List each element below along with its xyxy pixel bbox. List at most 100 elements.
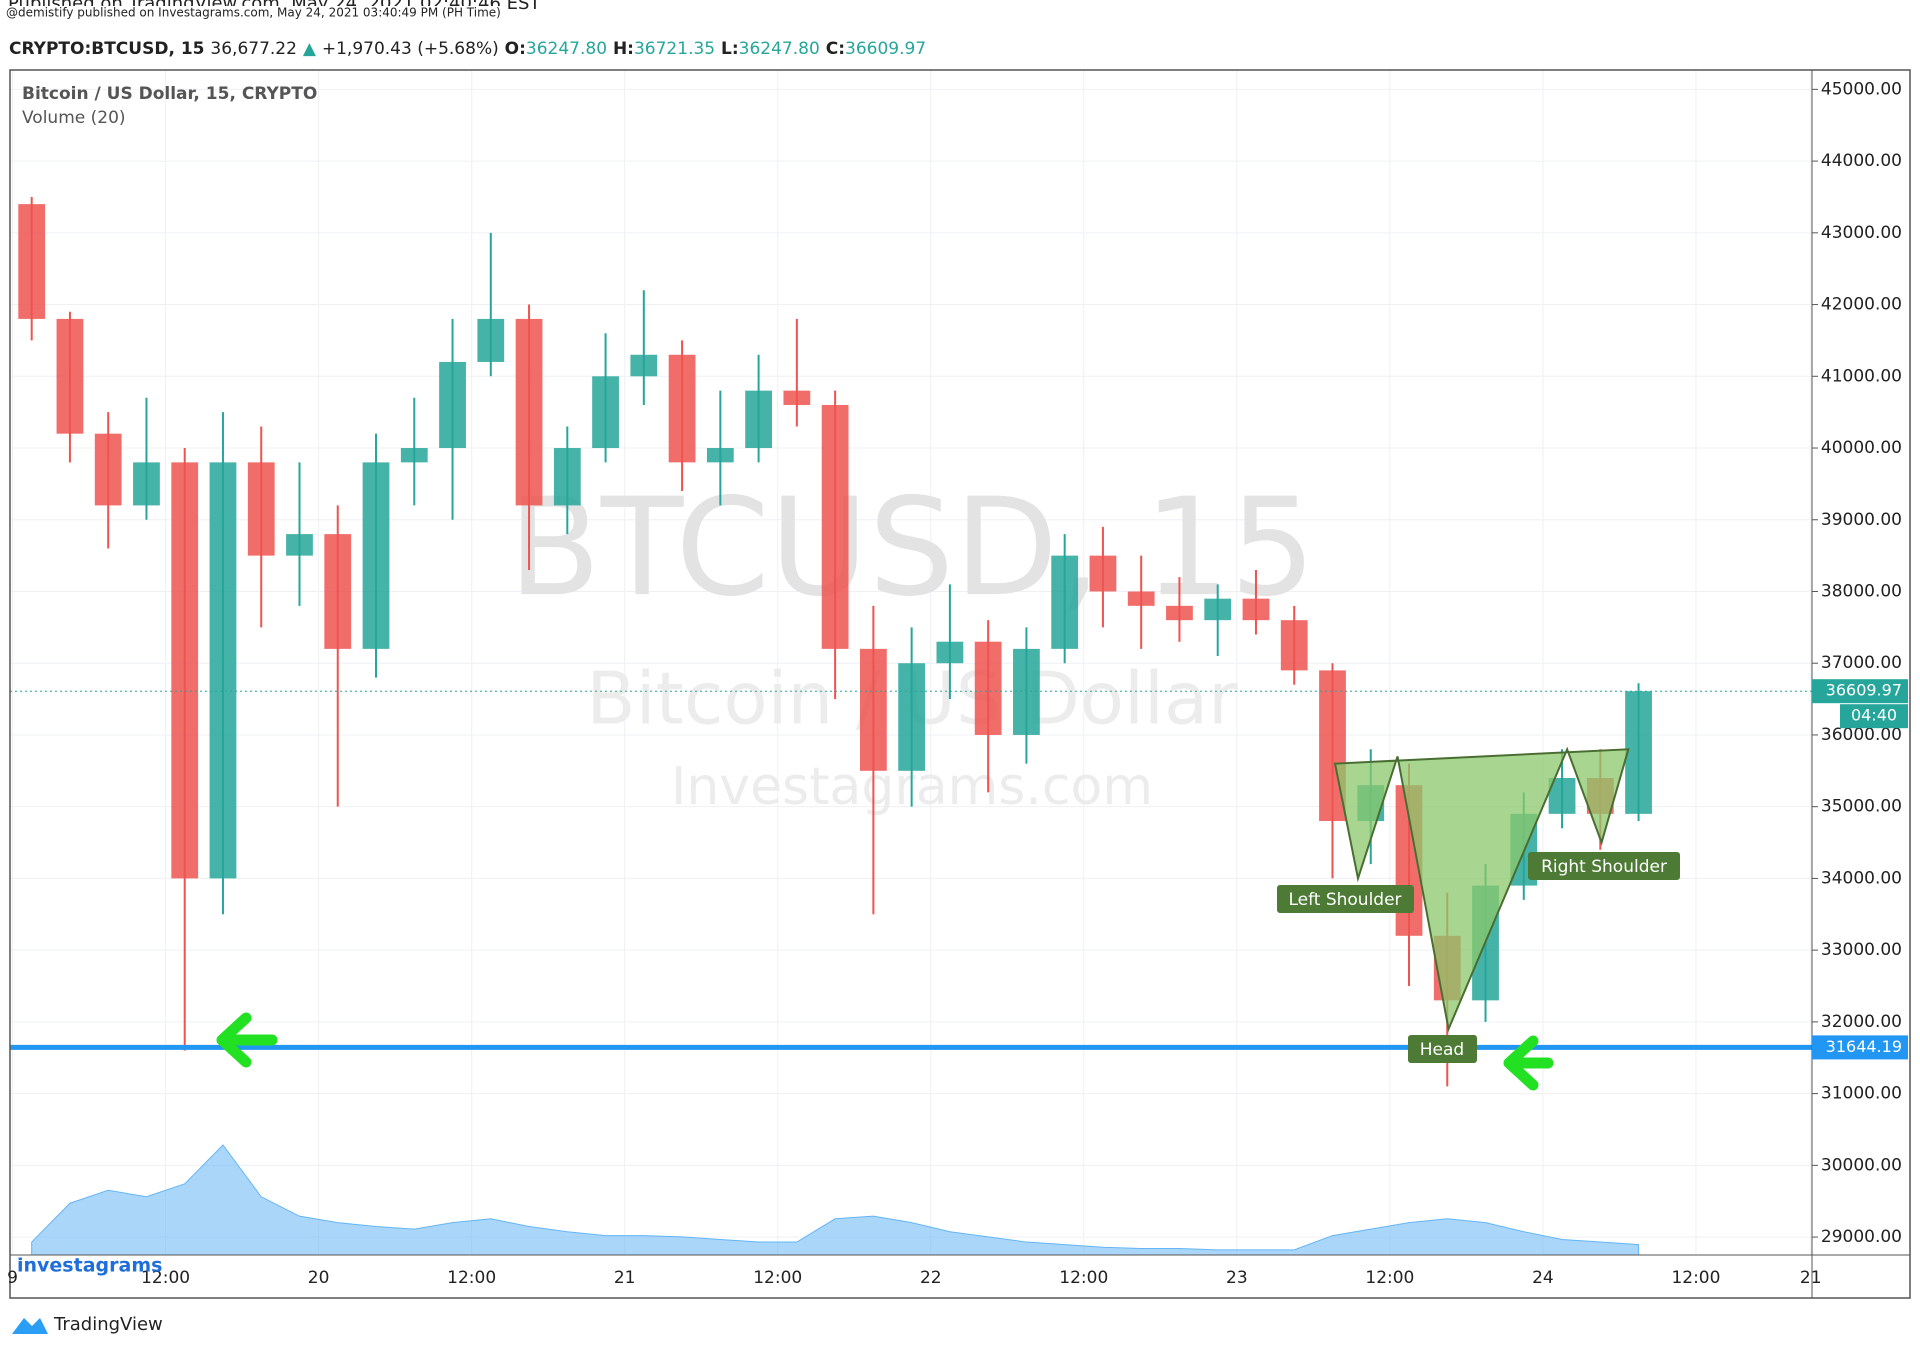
- candle-body: [936, 641, 964, 664]
- volume-label: Volume (20): [22, 108, 126, 128]
- x-tick-label: 20: [308, 1268, 330, 1288]
- y-tick-label: 40000.00: [1821, 438, 1902, 458]
- candle-body: [630, 354, 658, 377]
- price-tag-label: 36609.97: [1826, 681, 1902, 700]
- investagrams-logo: investagrams: [17, 1255, 162, 1277]
- candle-body: [286, 534, 313, 556]
- x-tick-label: 22: [920, 1268, 942, 1288]
- label-box: [1528, 852, 1680, 880]
- x-tick-label: 21: [1800, 1268, 1822, 1288]
- y-tick-label: 41000.00: [1821, 366, 1902, 386]
- c-label: C:: [826, 39, 845, 59]
- x-tick-label: 12:00: [1671, 1268, 1720, 1288]
- candle-body: [171, 462, 199, 879]
- l-label: L:: [721, 39, 739, 59]
- candle-body: [247, 462, 275, 556]
- y-tick-label: 32000.00: [1821, 1012, 1902, 1032]
- label-box: [1277, 885, 1414, 913]
- y-tick-label: 43000.00: [1821, 223, 1902, 243]
- pattern-label: Right Shoulder: [1541, 857, 1667, 877]
- y-tick-label: 33000.00: [1821, 940, 1902, 960]
- y-tick-label: 29000.00: [1821, 1227, 1902, 1247]
- ticker-line: CRYPTO:BTCUSD, 15 36,677.22 ▲ +1,970.43 …: [9, 39, 926, 59]
- watermark-symbol: BTCUSD, 15: [508, 469, 1316, 626]
- plot: [10, 196, 1812, 1256]
- x-tick-label: 24: [1532, 1268, 1554, 1288]
- x-tick-label: 12:00: [1365, 1268, 1414, 1288]
- label-box: [1408, 1035, 1477, 1063]
- candle-body: [1625, 691, 1652, 814]
- pattern-label: Left Shoulder: [1288, 890, 1401, 910]
- candle-body: [706, 448, 734, 463]
- candle-body: [477, 318, 505, 362]
- candle-body: [745, 390, 772, 449]
- close: 36609.97: [845, 39, 926, 59]
- x-tick-label: 9: [7, 1268, 18, 1288]
- candle-body: [1242, 598, 1270, 621]
- support-tag-label: 31644.19: [1826, 1037, 1902, 1056]
- frame: [9, 69, 1911, 1299]
- volume-area: [31, 1144, 1640, 1256]
- x-tick-label: 12:00: [753, 1268, 802, 1288]
- candle-body: [1166, 605, 1193, 621]
- x-tick-label: 12:00: [447, 1268, 496, 1288]
- last-price: 36,677.22: [210, 39, 297, 59]
- candle-body: [1280, 620, 1308, 671]
- symbol: CRYPTO:BTCUSD, 15: [9, 39, 204, 59]
- candle-body: [974, 641, 1002, 735]
- high: 36721.35: [634, 39, 715, 59]
- candle-body: [898, 663, 926, 771]
- candle-body: [1051, 555, 1079, 649]
- candle-body: [1013, 648, 1040, 735]
- published-ig: @demistify published on Investagrams.com…: [6, 6, 501, 20]
- pattern: [1333, 746, 1630, 1033]
- up-triangle: ▲: [303, 39, 317, 59]
- price-tag: [1812, 679, 1908, 704]
- y-tick-label: 42000.00: [1821, 295, 1902, 315]
- candle-body: [1127, 591, 1155, 606]
- candle-body: [56, 318, 84, 434]
- y-tick-label: 34000.00: [1821, 868, 1902, 888]
- header-mask: [0, 6, 500, 20]
- low: 36247.80: [739, 39, 820, 59]
- candle-body: [324, 534, 352, 649]
- countdown-tag: [1840, 704, 1908, 729]
- countdown-label: 04:40: [1851, 706, 1897, 725]
- y-tick-label: 38000.00: [1821, 581, 1902, 601]
- y-tick-label: 45000.00: [1821, 79, 1902, 99]
- y-tick-label: 30000.00: [1821, 1155, 1902, 1175]
- overlay: 29000.00 30000.00 31000.00 32000.00 33000.00…: [7, 79, 1908, 1288]
- candle-body: [133, 462, 160, 506]
- h-label: H:: [613, 39, 634, 59]
- tradingview-icon: [12, 1318, 48, 1334]
- y-tick-label: 36000.00: [1821, 725, 1902, 745]
- candle-body: [821, 404, 849, 649]
- candle-body: [209, 462, 237, 879]
- arrow: [216, 1012, 278, 1068]
- candle-body: [439, 361, 466, 449]
- x-tick-label: 12:00: [1059, 1268, 1108, 1288]
- pattern-label: Head: [1420, 1040, 1464, 1060]
- o-label: O:: [505, 39, 526, 59]
- y-tick-label: 37000.00: [1821, 653, 1902, 673]
- candle-body: [668, 354, 696, 463]
- support-tag: [1812, 1035, 1908, 1060]
- candle-body: [783, 390, 811, 405]
- candle-body: [859, 648, 887, 771]
- y-tick-label: 31000.00: [1821, 1084, 1902, 1104]
- candle-body: [400, 448, 428, 463]
- candle-body: [362, 462, 390, 649]
- candle-body: [1089, 555, 1117, 592]
- x-tick-label: 12:00: [141, 1268, 190, 1288]
- candle-body: [553, 448, 581, 506]
- candle-body: [515, 318, 543, 506]
- change: +1,970.43 (+5.68%): [322, 39, 499, 59]
- chart-title: Bitcoin / US Dollar, 15, CRYPTO: [22, 84, 317, 104]
- open: 36247.80: [526, 39, 607, 59]
- candle-body: [18, 204, 46, 319]
- candle-body: [592, 376, 619, 449]
- y-tick-label: 39000.00: [1821, 510, 1902, 530]
- candle-body: [94, 433, 122, 506]
